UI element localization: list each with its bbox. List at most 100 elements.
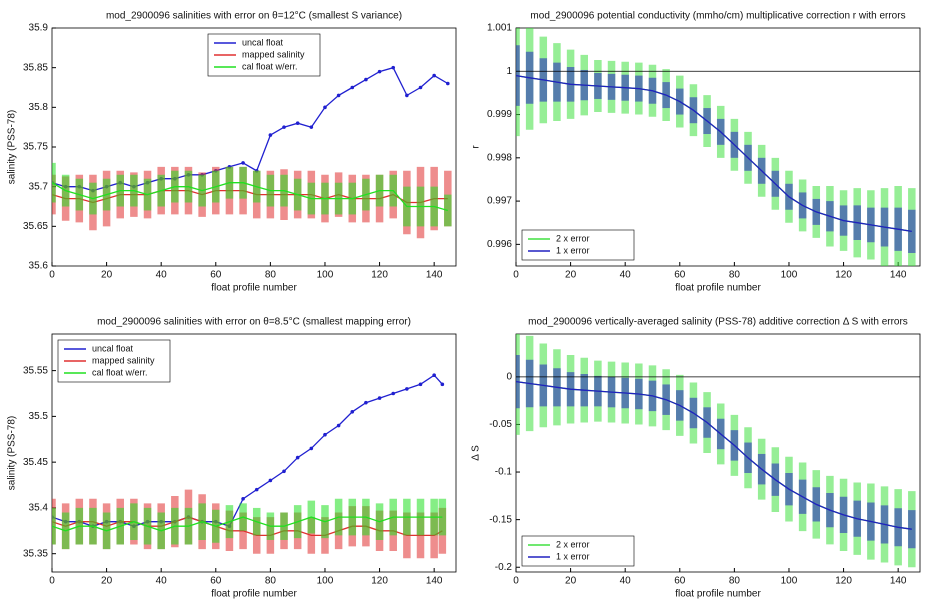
point [268, 133, 273, 137]
x-tick-label: 0 [49, 576, 55, 587]
x-tick-label: 60 [674, 270, 686, 281]
x-tick-label: 0 [513, 576, 519, 587]
chart-title: mod_2900096 vertically-averaged salinity… [528, 317, 908, 328]
y-tick-label: 35.5 [29, 411, 49, 422]
x-tick-label: 140 [890, 576, 907, 587]
point [254, 487, 259, 492]
y-tick-label: 0.998 [487, 152, 512, 163]
x-tick-label: 140 [890, 270, 907, 281]
x-tick-label: 40 [620, 270, 632, 281]
plot-clip [52, 65, 452, 239]
y-tick-label: 35.4 [29, 503, 49, 514]
point [391, 391, 396, 396]
point [241, 496, 245, 501]
legend-label: mapped salinity [92, 355, 155, 365]
x-axis-label: float profile number [675, 589, 761, 600]
y-tick-label: 35.35 [23, 548, 48, 559]
legend-label: 1 x error [556, 551, 590, 561]
x-tick-label: 100 [317, 576, 334, 587]
point [336, 423, 341, 428]
y-tick-label: 35.55 [23, 365, 48, 376]
y-tick-label: 35.45 [23, 457, 48, 468]
point [391, 65, 396, 70]
x-tick-label: 60 [674, 576, 686, 587]
chart-title: mod_2900096 salinities with error on θ=8… [97, 317, 411, 328]
chart-title: mod_2900096 potential conductivity (mmho… [530, 11, 905, 22]
point [309, 446, 314, 451]
y-tick-label: 35.75 [23, 142, 48, 153]
plot-clip [516, 334, 920, 568]
y-tick-label: 1.001 [487, 23, 512, 34]
point [364, 400, 368, 405]
x-tick-label: 40 [156, 576, 168, 587]
legend-label: cal float w/err. [92, 367, 148, 377]
point [309, 125, 314, 129]
x-tick-label: 60 [210, 576, 222, 587]
point [405, 387, 409, 391]
legend-label: uncal float [242, 37, 284, 47]
point [364, 77, 368, 82]
legend-label: cal float w/err. [242, 61, 298, 71]
x-tick-label: 140 [426, 270, 443, 281]
point [446, 81, 450, 86]
x-tick-label: 80 [265, 576, 277, 587]
y-tick-label: 35.9 [29, 23, 49, 34]
y-tick-label: 1 [506, 66, 512, 77]
point [323, 105, 327, 110]
point [418, 85, 423, 90]
series-line [52, 182, 448, 212]
series-line [516, 380, 912, 530]
y-axis-label: salinity (PSS-78) [7, 110, 18, 184]
x-tick-label: 20 [101, 576, 113, 587]
x-tick-label: 140 [426, 576, 443, 587]
x-axis-label: float profile number [211, 589, 297, 600]
point [418, 382, 423, 387]
x-tick-label: 60 [210, 270, 222, 281]
point [432, 373, 436, 377]
series-line [516, 74, 912, 233]
legend-label: mapped salinity [242, 49, 305, 59]
y-tick-label: 0.996 [487, 239, 512, 250]
y-tick-label: 0 [506, 371, 512, 382]
point [405, 93, 409, 98]
point [295, 121, 300, 125]
y-tick-label: 0.999 [487, 109, 512, 120]
x-tick-label: 20 [101, 270, 113, 281]
plot-clip [516, 28, 920, 266]
x-tick-label: 0 [513, 270, 519, 281]
y-tick-label: -0.05 [489, 419, 512, 430]
legend-box [521, 535, 635, 567]
x-tick-label: 0 [49, 270, 55, 281]
point [432, 73, 436, 78]
x-tick-label: 80 [729, 576, 741, 587]
x-tick-label: 100 [317, 270, 334, 281]
y-axis-label: Δ S [471, 445, 482, 461]
x-tick-label: 120 [835, 270, 852, 281]
x-tick-label: 120 [371, 576, 388, 587]
point [323, 432, 327, 437]
x-axis-label: float profile number [675, 283, 761, 294]
y-tick-label: 35.6 [29, 261, 49, 272]
point [440, 382, 445, 387]
y-tick-label: -0.1 [495, 467, 513, 478]
x-tick-label: 120 [835, 576, 852, 587]
y-tick-label: 0.997 [487, 196, 512, 207]
x-tick-label: 100 [781, 270, 798, 281]
chart-title: mod_2900096 salinities with error on θ=1… [106, 11, 402, 22]
legend-label: 2 x error [556, 233, 590, 243]
x-tick-label: 40 [156, 270, 168, 281]
x-axis-label: float profile number [211, 283, 297, 294]
y-axis-label: r [471, 145, 482, 149]
legend-label: 1 x error [556, 245, 590, 255]
point [377, 69, 382, 74]
point [282, 469, 286, 474]
x-tick-label: 20 [565, 576, 577, 587]
legend-label: 2 x error [556, 539, 590, 549]
point [377, 396, 382, 400]
series-line [52, 516, 443, 532]
x-tick-label: 40 [620, 576, 632, 587]
point [282, 125, 286, 129]
y-tick-label: -0.15 [489, 514, 512, 525]
y-tick-label: 35.8 [29, 102, 49, 113]
point [241, 161, 245, 165]
